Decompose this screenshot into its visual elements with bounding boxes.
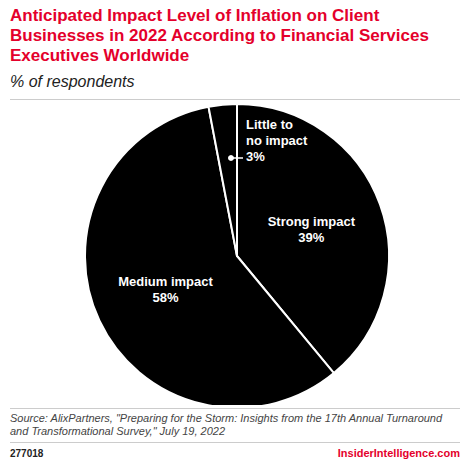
- html-text:% of respondents: % of respondents: [10, 73, 135, 90]
- svg-text:3%: 3%: [246, 149, 265, 164]
- html-text:Anticipated Impact Level of In: Anticipated Impact Level of Inflation on…: [10, 6, 429, 65]
- svg-text:58%: 58%: [153, 290, 179, 305]
- svg-text:39%: 39%: [298, 230, 324, 245]
- svg-text:Strong impact: Strong impact: [268, 214, 356, 229]
- html-text:277018: 277018: [10, 448, 44, 459]
- html-text:InsiderIntelligence.com: InsiderIntelligence.com: [337, 447, 460, 459]
- svg-text:Medium impact: Medium impact: [118, 274, 213, 289]
- html-text:Source: AlixPartners, "Prepari: Source: AlixPartners, "Preparing for the…: [10, 412, 443, 437]
- svg-text:Little to: Little to: [246, 117, 297, 132]
- svg-text:no impact: no impact: [246, 133, 308, 148]
